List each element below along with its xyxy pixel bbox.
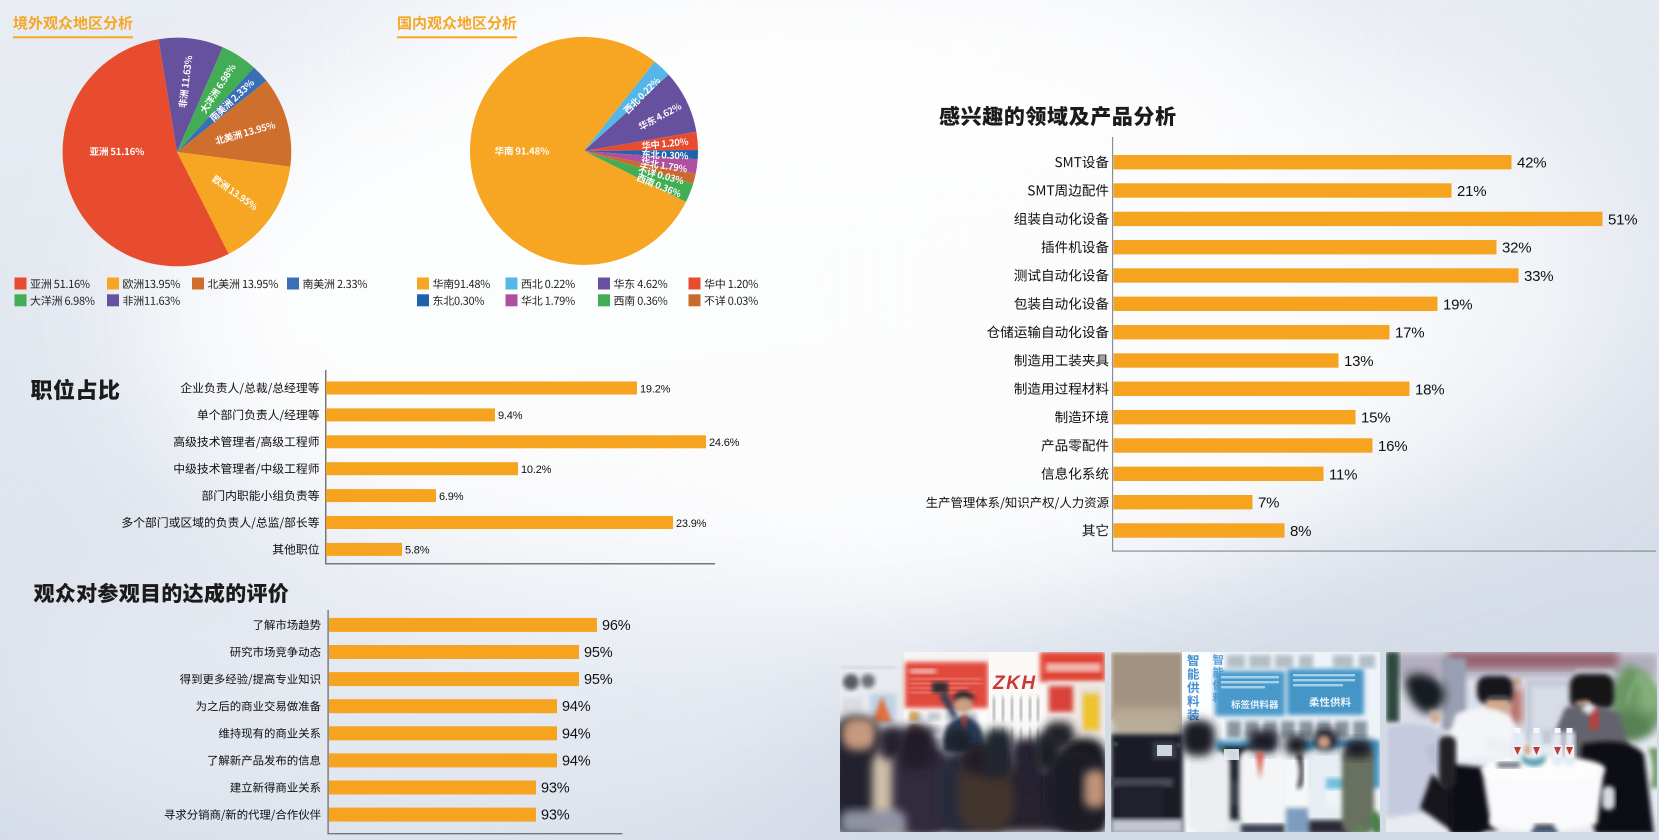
svg-text:96%: 96% <box>602 618 631 634</box>
svg-text:94%: 94% <box>562 726 591 742</box>
svg-text:15%: 15% <box>1361 410 1390 427</box>
svg-text:32%: 32% <box>1502 240 1531 257</box>
svg-text:16%: 16% <box>1378 438 1407 455</box>
svg-text:11%: 11% <box>1329 466 1357 483</box>
svg-text:21%: 21% <box>1457 183 1486 200</box>
svg-text:18%: 18% <box>1415 381 1444 398</box>
svg-text:23.9%: 23.9% <box>676 518 707 530</box>
svg-text:6.9%: 6.9% <box>439 491 464 503</box>
svg-text:93%: 93% <box>541 781 570 797</box>
svg-text:7%: 7% <box>1258 495 1279 512</box>
svg-text:93%: 93% <box>541 808 570 824</box>
svg-text:5.8%: 5.8% <box>405 545 430 557</box>
svg-text:51%: 51% <box>1608 211 1637 228</box>
svg-text:33%: 33% <box>1524 268 1553 285</box>
svg-text:24.6%: 24.6% <box>709 437 740 449</box>
svg-text:94%: 94% <box>562 699 591 715</box>
svg-text:17%: 17% <box>1395 325 1424 342</box>
svg-text:19.2%: 19.2% <box>640 383 671 395</box>
svg-text:10.2%: 10.2% <box>521 464 552 476</box>
svg-text:95%: 95% <box>584 645 613 661</box>
svg-text:13%: 13% <box>1344 353 1373 370</box>
svg-text:9.4%: 9.4% <box>498 410 523 422</box>
svg-text:94%: 94% <box>562 753 591 769</box>
svg-text:42%: 42% <box>1517 155 1546 172</box>
svg-text:19%: 19% <box>1443 296 1472 313</box>
svg-text:8%: 8% <box>1290 523 1311 540</box>
svg-text:95%: 95% <box>584 672 613 688</box>
svg-text:ZKH: ZKH <box>992 673 1037 694</box>
